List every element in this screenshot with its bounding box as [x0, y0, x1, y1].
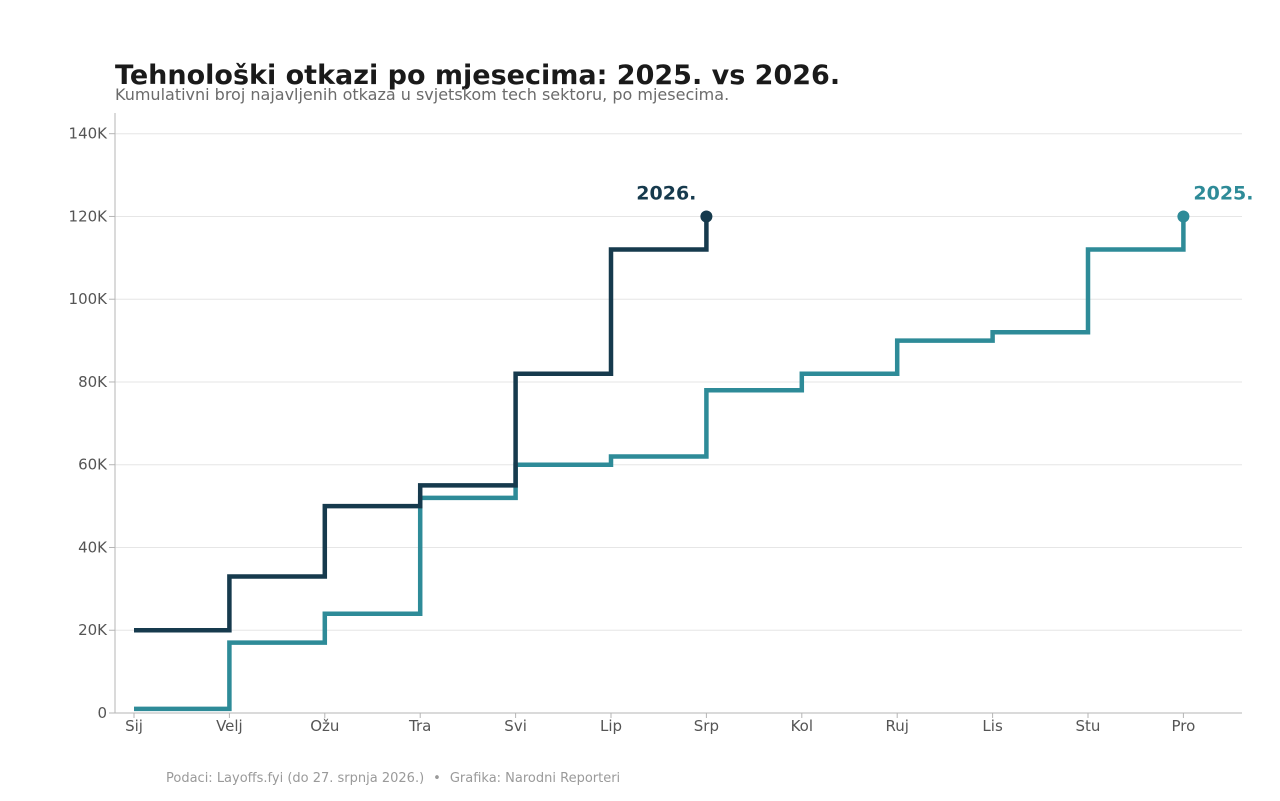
axes: [114, 113, 1242, 714]
x-tick-label: Velj: [216, 717, 243, 735]
x-tick-label: Tra: [408, 717, 431, 735]
series-end-point: [700, 210, 713, 223]
series-lines: [134, 210, 1190, 712]
chart-footer: Podaci: Layoffs.fyi (do 27. srpnja 2026.…: [166, 771, 620, 786]
y-axis-ticks: 0 20K 40K 60K 80K 100K 120K 140K: [69, 125, 115, 722]
y-tick-label: 140K: [69, 125, 109, 143]
series-label: 2025.: [1193, 182, 1253, 204]
x-tick-label: Srp: [694, 717, 719, 735]
y-tick-label: 0: [97, 704, 107, 722]
series-label: 2026.: [636, 182, 696, 204]
chart-title: Tehnološki otkazi po mjesecima: 2025. vs…: [115, 60, 841, 91]
y-tick-label: 60K: [78, 456, 108, 474]
x-tick-label: Kol: [791, 717, 813, 735]
x-tick-label: Lip: [600, 717, 622, 735]
x-tick-label: Lis: [982, 717, 1003, 735]
source-note: Podaci: Layoffs.fyi (do 27. srpnja 2026.…: [166, 771, 425, 786]
y-tick-label: 100K: [69, 290, 109, 308]
credit-note: Grafika: Narodni Reporteri: [449, 771, 621, 786]
series-end-point: [1177, 210, 1190, 223]
x-tick-label: Ruj: [885, 717, 908, 735]
series-labels: 2025. 2026.: [636, 182, 1253, 204]
x-tick-label: Pro: [1172, 717, 1196, 735]
x-tick-label: Svi: [504, 717, 527, 735]
y-tick-label: 20K: [78, 621, 108, 639]
x-tick-label: Stu: [1076, 717, 1101, 735]
chart-subtitle: Kumulativni broj najavljenih otkaza u sv…: [115, 85, 730, 104]
y-tick-label: 40K: [78, 538, 108, 556]
gridlines: [115, 133, 1242, 631]
y-tick-label: 80K: [78, 373, 108, 391]
series-line: [134, 216, 1186, 712]
y-tick-label: 120K: [69, 207, 109, 225]
footer-separator: •: [433, 771, 441, 786]
x-axis-ticks: Sij Velj Ožu Tra Svi Lip Srp Kol Ruj Lis Stu Pro: [125, 713, 1195, 735]
x-tick-label: Ožu: [310, 717, 339, 735]
x-tick-label: Sij: [125, 717, 143, 735]
series-line: [134, 216, 709, 633]
